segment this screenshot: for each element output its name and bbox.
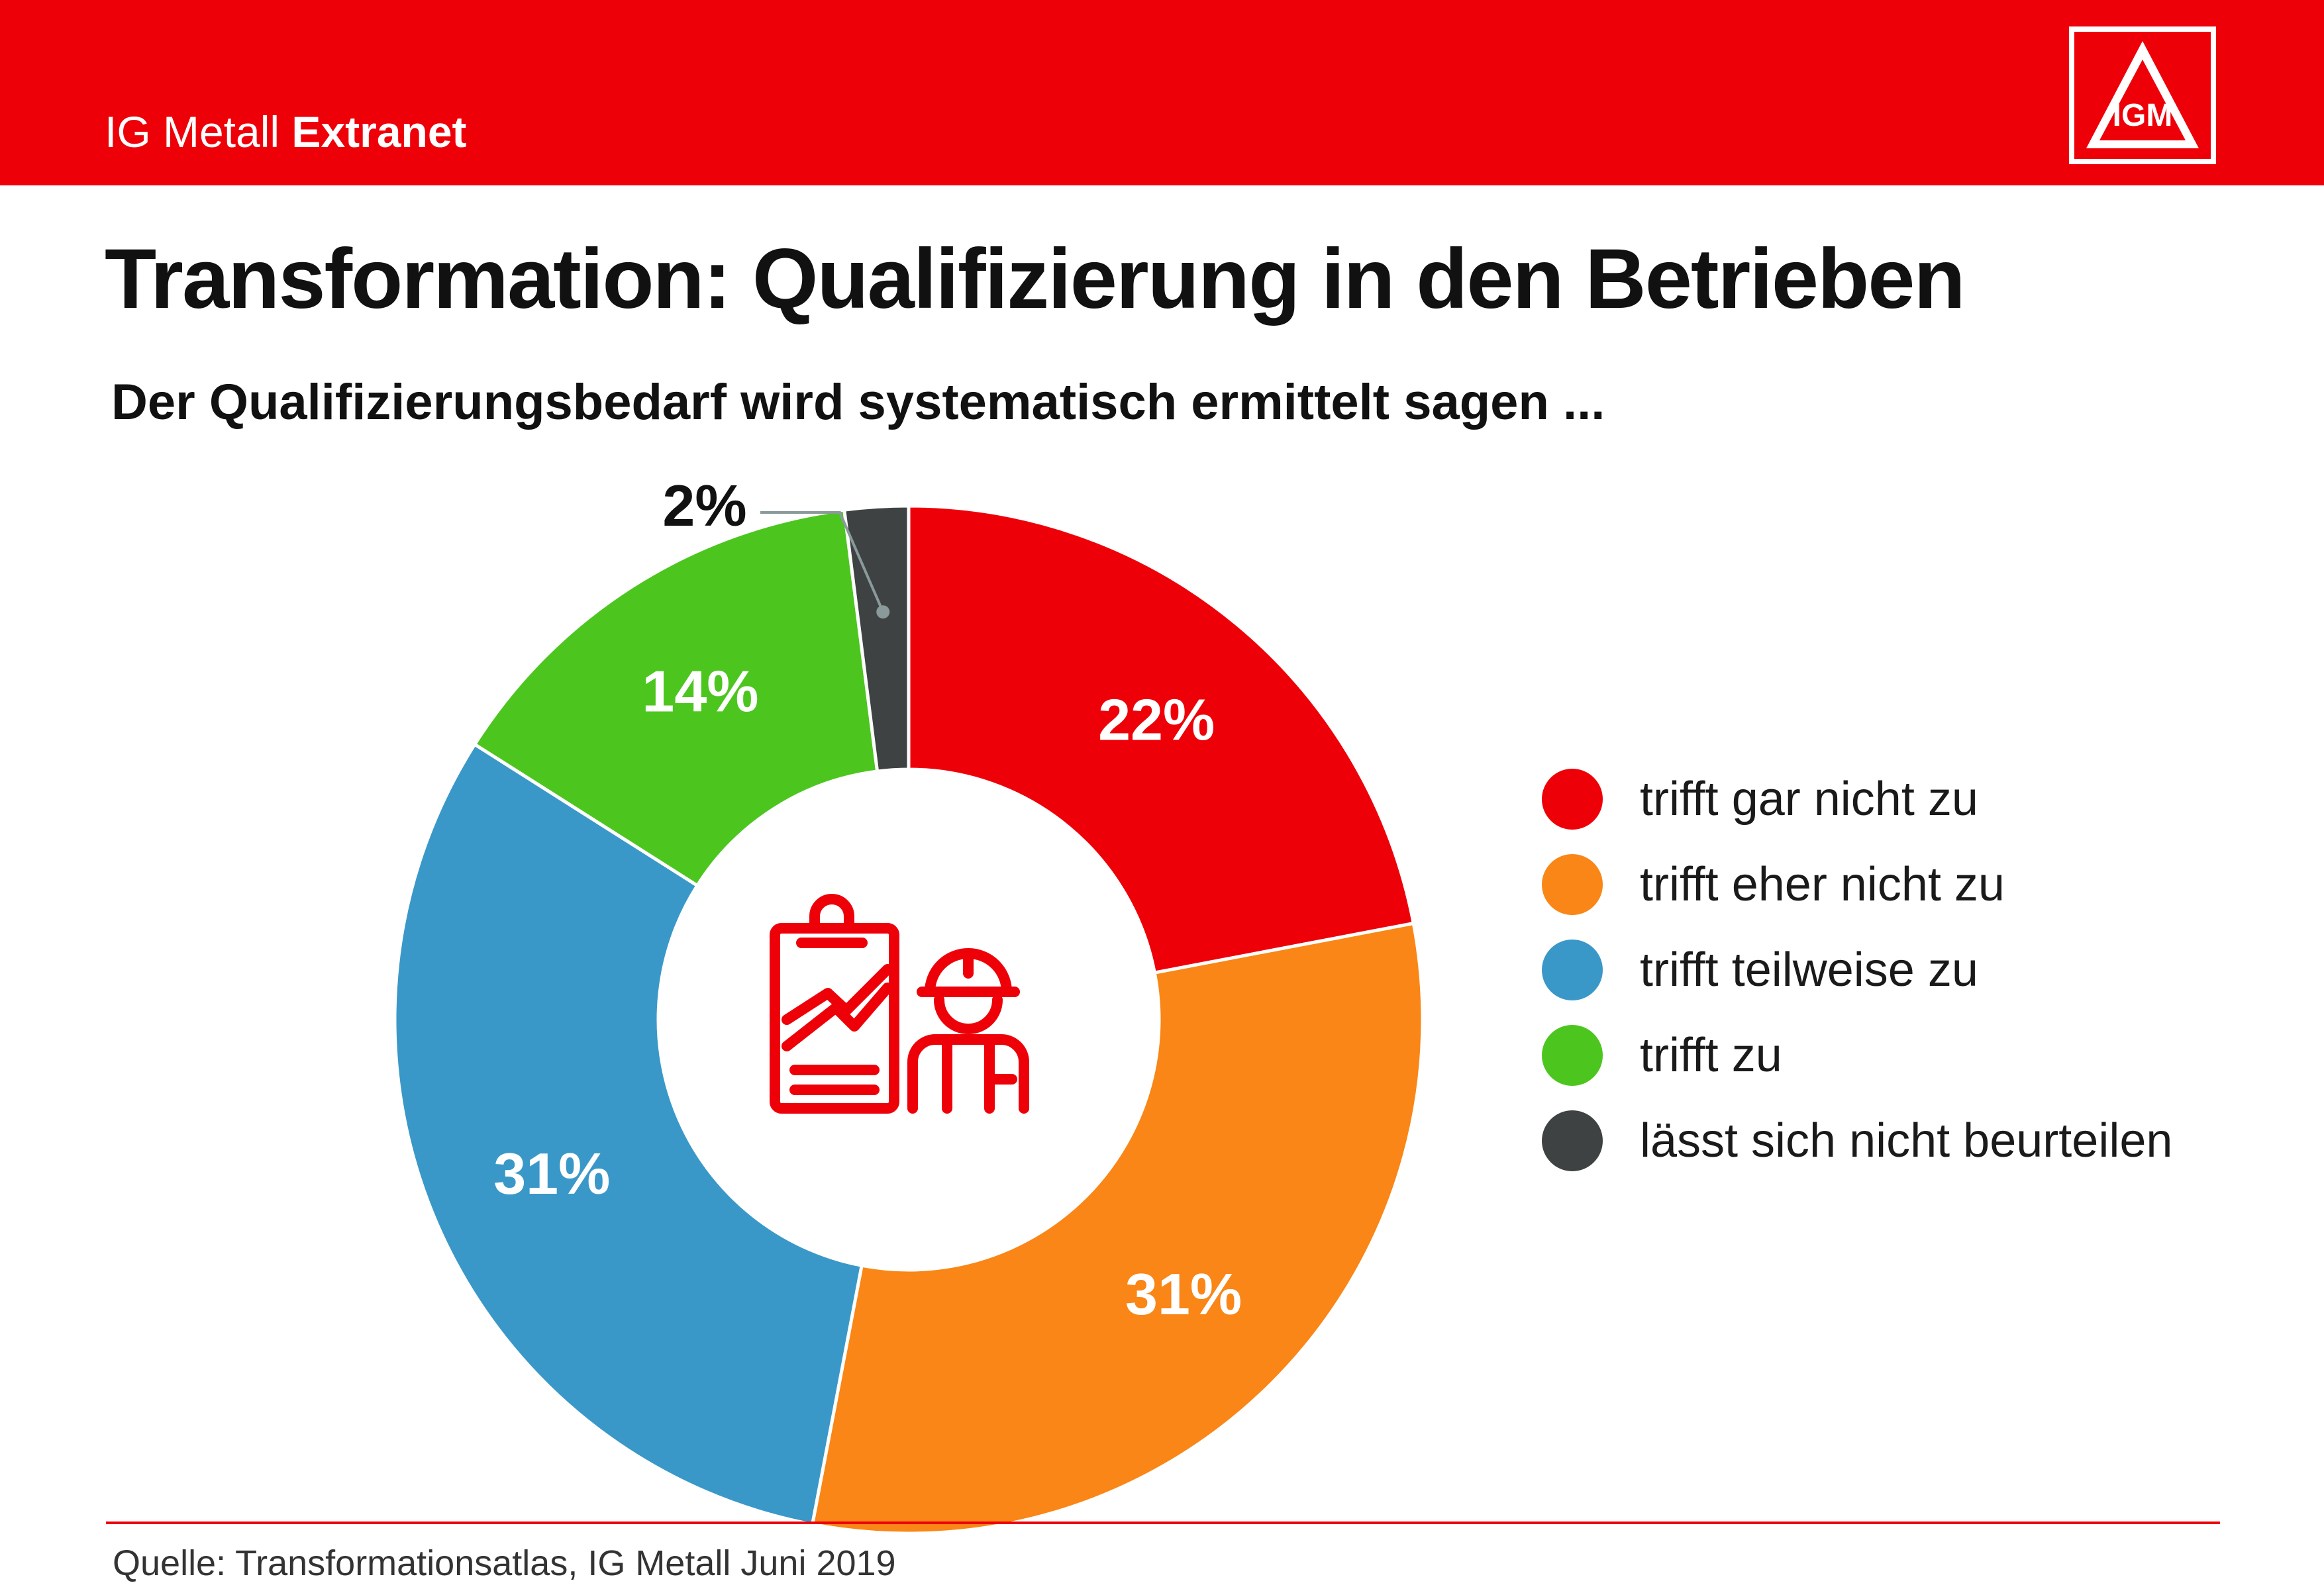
legend-swatch: [1542, 1025, 1603, 1086]
legend-item: lässt sich nicht beurteilen: [1542, 1110, 2173, 1171]
legend-swatch: [1542, 854, 1603, 915]
donut-slice: [907, 504, 1416, 975]
source-note: Quelle: Transformationsatlas, IG Metall …: [113, 1543, 896, 1583]
legend-item: trifft zu: [1542, 1025, 2172, 1086]
slice-value-label: 31%: [493, 1141, 610, 1206]
legend-item: trifft gar nicht zu: [1542, 769, 2172, 830]
donut-slice: [810, 921, 1425, 1535]
slice-leader-dot: [876, 605, 890, 619]
clipboard-and-worker-icon: [770, 894, 1029, 1114]
legend-swatch: [1542, 769, 1603, 830]
brand: IG Metall Extranet: [105, 110, 467, 154]
slice-value-label: 31%: [1125, 1261, 1242, 1327]
logo-text: IGM: [2113, 98, 2173, 133]
legend-label: trifft gar nicht zu: [1640, 773, 1978, 826]
page-title: Transformation: Qualifizierung in den Be…: [105, 232, 1966, 326]
donut-slice: [393, 742, 864, 1527]
brand-name: IG Metall: [105, 107, 280, 156]
brand-extranet: Extranet: [291, 107, 467, 156]
legend-item: trifft teilweise zu: [1542, 940, 2172, 1000]
legend-label: lässt sich nicht beurteilen: [1640, 1114, 2173, 1167]
page-subtitle: Der Qualifizierungsbedarf wird systemati…: [111, 374, 1605, 430]
legend-label: trifft zu: [1640, 1029, 1782, 1082]
legend-item: trifft eher nicht zu: [1542, 854, 2172, 915]
legend-label: trifft teilweise zu: [1640, 943, 1978, 996]
header-bar: IG Metall Extranet IGM: [0, 0, 2324, 185]
legend-swatch: [1542, 940, 1603, 1000]
legend-label: trifft eher nicht zu: [1640, 858, 2005, 911]
chart-legend: trifft gar nicht zu trifft eher nicht zu…: [1542, 769, 2173, 1198]
slice-value-label: 14%: [642, 658, 758, 724]
legend-swatch: [1542, 1110, 1603, 1171]
donut-slice: [842, 504, 911, 773]
footer-rule: [106, 1522, 2220, 1524]
donut-slice: [472, 508, 880, 888]
slice-value-label: 2%: [662, 473, 746, 538]
slice-leader-line: [760, 511, 885, 613]
slice-value-label: 22%: [1098, 687, 1215, 753]
igm-logo: IGM: [2069, 26, 2216, 164]
